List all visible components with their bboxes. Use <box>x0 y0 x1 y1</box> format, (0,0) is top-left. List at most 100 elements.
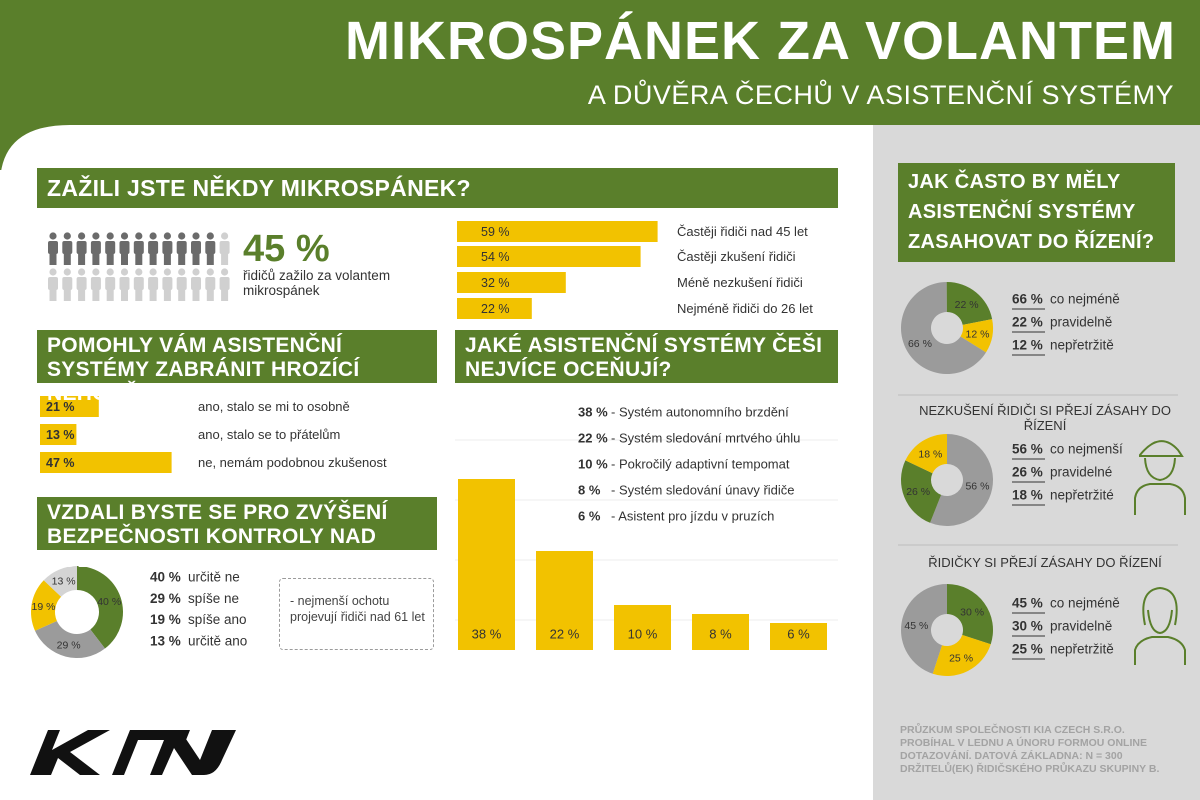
list-category: - Pokročilý adaptivní tempomat <box>611 456 790 471</box>
segment-label: 26 % <box>906 486 930 498</box>
caption: řidičů zažilo za volantem mikrospánek <box>243 268 391 298</box>
legend-label: nepřetržitě <box>1050 642 1114 657</box>
person-icon <box>62 232 73 265</box>
segment-label: 30 % <box>960 607 984 619</box>
bar <box>457 221 658 242</box>
icon-head <box>63 232 71 240</box>
donut-segment <box>946 282 993 325</box>
segment-label: 22 % <box>955 299 979 311</box>
subtitle: A DŮVĚRA ČECHŮ V ASISTENČNÍ SYSTÉMY <box>587 80 1174 110</box>
bar <box>457 246 641 267</box>
column-label: 10 % <box>628 626 658 641</box>
icon-body <box>76 241 87 254</box>
column <box>770 623 827 650</box>
list-category: - Asistent pro jízdu v pruzích <box>611 508 774 523</box>
segment-label: 56 % <box>965 481 989 493</box>
icon-legs <box>163 289 171 301</box>
list-value: 8 % <box>578 482 601 497</box>
icon-body <box>176 241 187 254</box>
kia-logo <box>30 730 236 775</box>
value-label: 59 % <box>481 225 510 239</box>
person-icon <box>176 268 187 301</box>
person-icon <box>48 268 58 301</box>
donut-segment <box>947 584 993 645</box>
icon-head <box>163 232 171 240</box>
footnote: PRŮZKUM SPOLEČNOSTI KIA CZECH S.R.O. PRO… <box>900 724 1160 775</box>
segment-label: 45 % <box>904 620 928 632</box>
category-label: ne, nemám podobnou zkušenost <box>198 455 387 470</box>
legend-label: nepřetržitě <box>1050 338 1114 353</box>
section-subtitle: ŘIDIČKY SI PŘEJÍ ZÁSAHY DO ŘÍZENÍ <box>928 555 1162 570</box>
big-value: 45 % <box>243 228 330 270</box>
icon-legs <box>192 289 200 301</box>
segment-label: 25 % <box>949 652 973 664</box>
icon-head <box>78 232 86 240</box>
driver-icon <box>1134 440 1186 515</box>
legend-label: nepřetržité <box>1050 488 1114 503</box>
legend-value: 30 % <box>1012 619 1043 634</box>
column <box>692 614 749 650</box>
category-label: Nejméně řidiči do 26 let <box>677 301 813 316</box>
icon-head <box>206 268 214 276</box>
person-icon <box>205 232 216 265</box>
person-icon <box>76 268 87 301</box>
icon-legs <box>149 289 157 301</box>
value-label: 13 % <box>46 428 75 442</box>
value-label: 22 % <box>481 302 510 316</box>
segment-label: 66 % <box>908 338 932 350</box>
list-category: - Systém sledování únavy řidiče <box>611 482 795 497</box>
icon-body <box>133 277 144 290</box>
icon-head <box>149 232 157 240</box>
category-label: ano, stalo se to přátelům <box>198 427 340 442</box>
icon-legs <box>78 253 86 265</box>
legend-label: spíše ano <box>188 612 247 627</box>
icon-legs <box>106 253 114 265</box>
icon-head <box>120 232 129 240</box>
icon-legs <box>163 253 171 265</box>
icon-body <box>90 241 101 254</box>
value-label: 21 % <box>46 400 75 414</box>
legend-label: pravidelné <box>1050 465 1112 480</box>
icon-legs <box>92 289 100 301</box>
icon-legs <box>178 253 186 265</box>
person-icon <box>148 268 159 301</box>
icon-body <box>148 277 159 290</box>
donut-segment <box>905 434 947 474</box>
list-category: - Systém sledování mrtvého úhlu <box>611 430 800 445</box>
bar <box>457 298 532 319</box>
bar <box>40 424 77 445</box>
value-label: 47 % <box>46 456 75 470</box>
title: MIKROSPÁNEK ZA VOLANTEM <box>345 11 1176 71</box>
legend-label: pravidelně <box>1050 315 1112 330</box>
legend-value: 13 % <box>150 633 181 648</box>
category-label: Častěji zkušení řidiči <box>677 249 796 264</box>
icon-body <box>219 277 230 290</box>
list-value: 22 % <box>578 430 608 445</box>
person-icon <box>176 232 187 265</box>
column <box>458 479 515 650</box>
legend-value: 12 % <box>1012 338 1043 353</box>
icon-head <box>178 268 186 276</box>
icon-body <box>205 277 216 290</box>
legend-value: 40 % <box>150 570 181 585</box>
icon-legs <box>78 289 86 301</box>
icon-legs <box>221 253 229 265</box>
segment-label: 29 % <box>57 640 81 652</box>
person-icon <box>219 232 230 265</box>
person-icon <box>62 268 73 301</box>
donut-segment <box>960 319 994 353</box>
legend-label: co nejméně <box>1050 596 1120 611</box>
icon-legs <box>92 253 100 265</box>
person-icon <box>119 232 130 265</box>
person-icon <box>162 232 173 265</box>
list-category: - Systém autonomního brzdění <box>611 404 789 419</box>
segment-label: 40 % <box>97 596 121 608</box>
icon-head <box>63 268 71 276</box>
donut-segment <box>930 434 993 526</box>
column <box>614 605 671 650</box>
icon-legs <box>121 253 128 265</box>
icon-legs <box>135 289 143 301</box>
column-label: 38 % <box>472 626 502 641</box>
person-icon <box>105 232 116 265</box>
person-icon <box>162 268 173 301</box>
